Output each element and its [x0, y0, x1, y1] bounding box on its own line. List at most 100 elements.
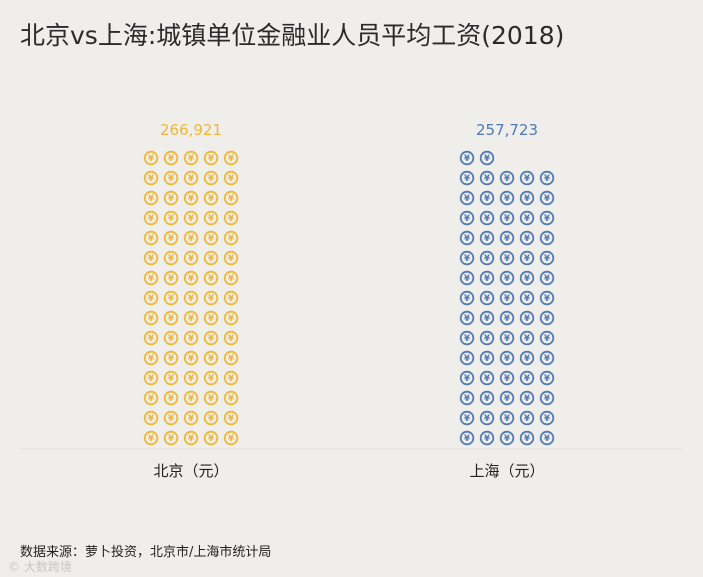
svg-text:¥: ¥ — [504, 374, 510, 384]
coin-icon: ¥ — [223, 350, 239, 366]
svg-text:¥: ¥ — [484, 314, 490, 324]
coin-icon: ¥ — [519, 430, 535, 446]
category-label: 北京（元） — [153, 462, 228, 480]
coin-icon: ¥ — [539, 290, 555, 306]
svg-text:¥: ¥ — [208, 234, 214, 244]
svg-text:¥: ¥ — [228, 174, 234, 184]
coin-icon: ¥ — [459, 350, 475, 366]
coin-icon: ¥ — [499, 390, 515, 406]
coin-icon: ¥ — [459, 330, 475, 346]
coin-icon: ¥ — [183, 290, 199, 306]
coin-icon: ¥ — [143, 430, 159, 446]
svg-text:¥: ¥ — [484, 254, 490, 264]
svg-text:¥: ¥ — [544, 414, 550, 424]
coin-icon: ¥ — [183, 250, 199, 266]
svg-text:¥: ¥ — [148, 174, 154, 184]
coin-icon: ¥ — [223, 170, 239, 186]
svg-text:¥: ¥ — [148, 394, 154, 404]
coin-icon: ¥ — [163, 170, 179, 186]
svg-text:¥: ¥ — [228, 374, 234, 384]
svg-text:¥: ¥ — [464, 434, 470, 444]
coin-column-1: ¥ ¥ ¥ ¥ ¥ ¥ ¥ ¥ ¥ ¥ ¥ ¥ ¥ ¥ ¥ ¥ ¥ ¥ ¥ ¥ ¥ ¥ ¥ ¥ ¥ ¥ ¥ ¥ ¥ ¥ ¥ ¥ ¥ ¥ ¥ ¥ ¥ ¥ ¥ ¥… — [143, 150, 239, 446]
svg-text:¥: ¥ — [168, 294, 174, 304]
svg-text:¥: ¥ — [464, 214, 470, 224]
svg-text:¥: ¥ — [484, 294, 490, 304]
category-label: 上海（元） — [469, 462, 544, 480]
svg-text:¥: ¥ — [464, 374, 470, 384]
svg-text:¥: ¥ — [544, 374, 550, 384]
svg-text:¥: ¥ — [208, 434, 214, 444]
coin-icon: ¥ — [479, 210, 495, 226]
svg-text:¥: ¥ — [524, 214, 530, 224]
svg-text:¥: ¥ — [464, 354, 470, 364]
svg-text:¥: ¥ — [544, 314, 550, 324]
svg-text:¥: ¥ — [544, 234, 550, 244]
coin-icon: ¥ — [499, 190, 515, 206]
coin-icon: ¥ — [519, 270, 535, 286]
coin-icon: ¥ — [459, 250, 475, 266]
coin-icon: ¥ — [539, 410, 555, 426]
coin-icon: ¥ — [163, 430, 179, 446]
svg-text:¥: ¥ — [228, 154, 234, 164]
coin-icon: ¥ — [499, 250, 515, 266]
coin-icon: ¥ — [499, 430, 515, 446]
svg-text:¥: ¥ — [148, 234, 154, 244]
svg-text:¥: ¥ — [504, 314, 510, 324]
svg-text:¥: ¥ — [228, 194, 234, 204]
svg-text:¥: ¥ — [228, 234, 234, 244]
coin-icon: ¥ — [203, 190, 219, 206]
svg-text:¥: ¥ — [148, 434, 154, 444]
svg-text:¥: ¥ — [228, 294, 234, 304]
coin-icon: ¥ — [223, 310, 239, 326]
svg-text:¥: ¥ — [524, 414, 530, 424]
svg-text:¥: ¥ — [464, 394, 470, 404]
coin-icon: ¥ — [143, 170, 159, 186]
coin-icon: ¥ — [479, 170, 495, 186]
svg-text:¥: ¥ — [504, 414, 510, 424]
svg-text:¥: ¥ — [208, 394, 214, 404]
coin-icon: ¥ — [539, 330, 555, 346]
svg-text:¥: ¥ — [524, 314, 530, 324]
svg-text:¥: ¥ — [148, 254, 154, 264]
coin-icon: ¥ — [499, 330, 515, 346]
svg-text:¥: ¥ — [464, 414, 470, 424]
svg-text:¥: ¥ — [484, 194, 490, 204]
coin-icon: ¥ — [223, 270, 239, 286]
coin-icon: ¥ — [183, 170, 199, 186]
svg-text:¥: ¥ — [188, 394, 194, 404]
coin-icon: ¥ — [183, 430, 199, 446]
svg-text:¥: ¥ — [208, 254, 214, 264]
coin-icon: ¥ — [183, 390, 199, 406]
coin-icon: ¥ — [519, 390, 535, 406]
coin-icon: ¥ — [479, 310, 495, 326]
coin-icon: ¥ — [539, 250, 555, 266]
coin-icon: ¥ — [183, 370, 199, 386]
svg-text:¥: ¥ — [168, 174, 174, 184]
svg-text:¥: ¥ — [464, 174, 470, 184]
coin-icon: ¥ — [203, 270, 219, 286]
svg-text:¥: ¥ — [228, 314, 234, 324]
coin-icon: ¥ — [539, 170, 555, 186]
coin-icon: ¥ — [163, 190, 179, 206]
svg-text:¥: ¥ — [504, 334, 510, 344]
svg-text:¥: ¥ — [544, 294, 550, 304]
svg-text:¥: ¥ — [168, 274, 174, 284]
coin-icon: ¥ — [459, 390, 475, 406]
svg-text:¥: ¥ — [188, 434, 194, 444]
svg-text:¥: ¥ — [188, 334, 194, 344]
svg-text:¥: ¥ — [524, 194, 530, 204]
svg-text:¥: ¥ — [208, 194, 214, 204]
coin-icon: ¥ — [459, 190, 475, 206]
coin-icon: ¥ — [539, 310, 555, 326]
svg-text:¥: ¥ — [208, 414, 214, 424]
coin-icon: ¥ — [143, 270, 159, 286]
coin-icon: ¥ — [499, 290, 515, 306]
svg-text:¥: ¥ — [544, 174, 550, 184]
svg-text:¥: ¥ — [544, 334, 550, 344]
coin-icon: ¥ — [519, 170, 535, 186]
svg-text:¥: ¥ — [208, 214, 214, 224]
svg-text:¥: ¥ — [464, 254, 470, 264]
coin-icon: ¥ — [203, 390, 219, 406]
svg-text:¥: ¥ — [148, 414, 154, 424]
